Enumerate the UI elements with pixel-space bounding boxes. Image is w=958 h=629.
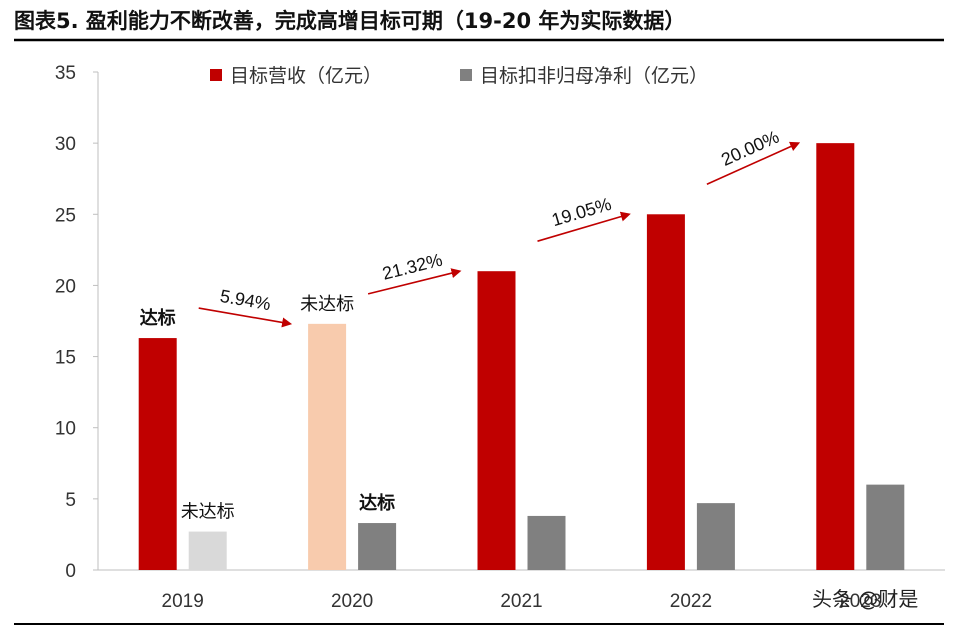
- y-tick-label: 10: [55, 419, 76, 440]
- revenue-bar: [816, 143, 855, 570]
- legend-swatch: [460, 69, 472, 81]
- watermark: 头条 @财是: [812, 587, 918, 611]
- y-tick-label: 20: [55, 276, 76, 297]
- profit-bar: [358, 523, 397, 570]
- profit-bar: [866, 484, 905, 570]
- x-tick-label: 2021: [500, 591, 542, 612]
- y-tick-label: 5: [65, 490, 76, 511]
- profit-bar: [527, 515, 566, 570]
- status-label: 达标: [359, 492, 395, 514]
- growth-arrow: [537, 211, 631, 242]
- growth-arrow: [198, 307, 293, 328]
- growth-label: 21.32%: [380, 250, 444, 284]
- status-label: 达标: [140, 307, 176, 329]
- y-tick-label: 30: [55, 134, 76, 155]
- growth-arrow: [706, 141, 801, 186]
- x-tick-label: 2020: [331, 591, 373, 612]
- profit-bar: [696, 503, 735, 570]
- status-label: 未达标: [300, 294, 354, 315]
- growth-label: 19.05%: [549, 194, 613, 230]
- y-tick-label: 0: [65, 561, 76, 582]
- chart-title: 图表5. 盈利能力不断改善，完成高增目标可期（19-20 年为实际数据）: [14, 9, 685, 33]
- revenue-bar: [308, 323, 347, 570]
- revenue-bar: [477, 271, 516, 570]
- growth-arrow: [367, 268, 462, 295]
- growth-label: 5.94%: [219, 286, 273, 314]
- revenue-bar: [646, 214, 685, 571]
- y-tick-label: 25: [55, 205, 76, 226]
- legend-label: 目标营收（亿元）: [230, 65, 382, 87]
- revenue-bar: [138, 338, 177, 570]
- x-tick-label: 2019: [162, 591, 204, 612]
- x-tick-label: 2023: [839, 591, 881, 612]
- legend-label: 目标扣非归母净利（亿元）: [480, 65, 708, 87]
- legend-swatch: [210, 69, 222, 81]
- x-tick-label: 2022: [670, 591, 712, 612]
- profit-bar: [188, 531, 227, 570]
- growth-label: 20.00%: [718, 127, 782, 170]
- status-label: 未达标: [181, 502, 235, 523]
- y-tick-label: 15: [55, 348, 76, 369]
- y-tick-label: 35: [55, 63, 76, 84]
